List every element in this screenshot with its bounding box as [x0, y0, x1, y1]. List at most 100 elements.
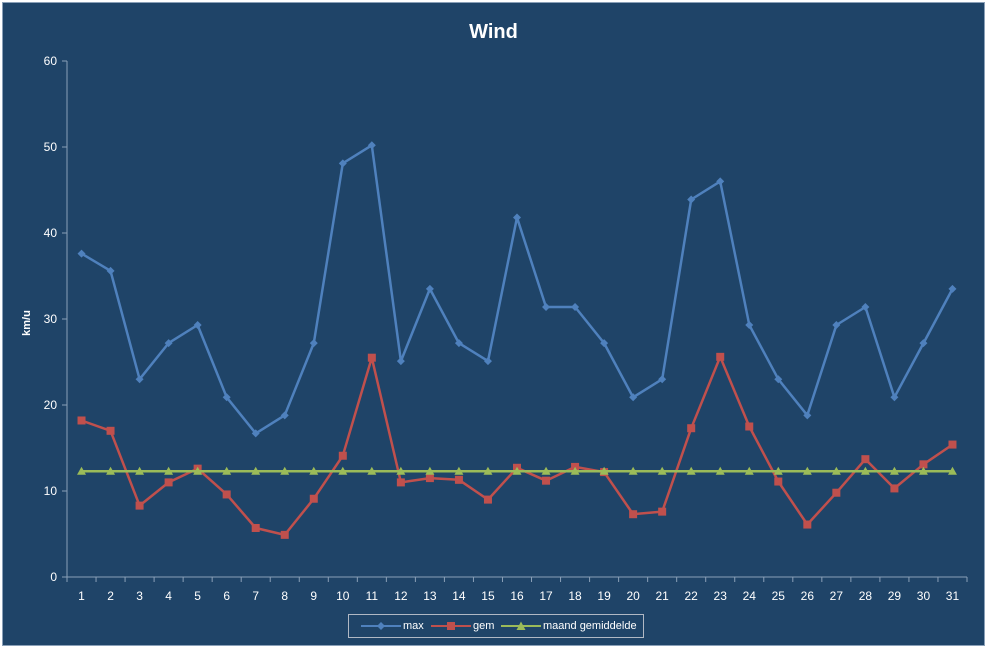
x-tick-label: 8 [281, 589, 288, 603]
data-point-gem [658, 507, 667, 516]
data-point-gem [222, 490, 231, 499]
data-point-maand-gemiddelde [483, 466, 493, 475]
x-tick-label: 4 [165, 589, 172, 603]
data-point-max [396, 357, 405, 366]
data-point-gem [542, 476, 551, 485]
data-point-max [658, 375, 667, 384]
x-tick-label: 21 [655, 589, 669, 603]
data-point-max [832, 321, 841, 330]
y-tick-label: 40 [44, 226, 58, 240]
data-point-gem [164, 478, 173, 487]
data-point-max [193, 321, 202, 330]
data-point-maand-gemiddelde [599, 466, 609, 475]
data-point-gem [77, 416, 86, 425]
data-point-gem [367, 353, 376, 362]
x-tick-label: 13 [423, 589, 437, 603]
data-point-maand-gemiddelde [309, 466, 319, 475]
data-point-gem [425, 474, 434, 483]
data-point-max [280, 411, 289, 420]
data-point-maand-gemiddelde [454, 466, 464, 475]
data-point-maand-gemiddelde [541, 466, 551, 475]
legend-item-gem: gem [429, 615, 494, 637]
x-tick-label: 23 [714, 589, 728, 603]
data-point-gem [135, 501, 144, 510]
data-point-maand-gemiddelde [947, 466, 957, 475]
data-point-max [309, 339, 318, 348]
chart-title: Wind [469, 21, 518, 43]
data-point-maand-gemiddelde [135, 466, 145, 475]
data-point-maand-gemiddelde [77, 466, 87, 475]
data-point-gem [106, 426, 115, 435]
data-point-max [77, 249, 86, 258]
y-tick-label: 0 [50, 570, 57, 584]
x-tick-label: 31 [946, 589, 960, 603]
data-point-max [454, 339, 463, 348]
series-line-max [80, 144, 954, 435]
x-tick-label: 30 [917, 589, 931, 603]
data-point-max [425, 284, 434, 293]
legend-item-max: max [359, 615, 424, 637]
x-tick-label: 17 [539, 589, 553, 603]
data-point-gem [280, 530, 289, 539]
data-point-gem [309, 494, 318, 503]
x-tick-label: 19 [597, 589, 611, 603]
data-point-max [542, 302, 551, 311]
data-point-maand-gemiddelde [164, 466, 174, 475]
x-tick-label: 29 [888, 589, 902, 603]
legend-marker-max [361, 622, 401, 630]
data-point-max [600, 339, 609, 348]
data-point-maand-gemiddelde [657, 466, 667, 475]
data-point-gem [745, 422, 754, 431]
x-tick-label: 14 [452, 589, 466, 603]
data-point-gem [716, 352, 725, 361]
y-tick-label: 30 [44, 312, 58, 326]
data-point-maand-gemiddelde [512, 466, 522, 475]
data-point-maand-gemiddelde [918, 466, 928, 475]
data-point-max [164, 339, 173, 348]
x-tick-label: 26 [801, 589, 815, 603]
data-point-gem [919, 460, 928, 469]
y-tick-label: 20 [44, 398, 58, 412]
x-tick-label: 10 [336, 589, 350, 603]
data-point-maand-gemiddelde [628, 466, 638, 475]
data-point-max [338, 159, 347, 168]
data-point-max [367, 141, 376, 150]
data-point-gem [832, 488, 841, 497]
data-point-max [251, 429, 260, 438]
x-tick-label: 1 [78, 589, 85, 603]
data-point-max [948, 284, 957, 293]
data-point-max [629, 393, 638, 402]
data-point-gem [774, 477, 783, 486]
data-point-max [774, 375, 783, 384]
data-point-max [745, 321, 754, 330]
y-tick-label: 10 [44, 484, 58, 498]
data-point-gem [803, 520, 812, 529]
data-point-maand-gemiddelde [367, 466, 377, 475]
x-tick-label: 24 [743, 589, 757, 603]
data-point-max [483, 357, 492, 366]
legend-marker-gem [431, 622, 471, 630]
x-tick-label: 2 [107, 589, 114, 603]
x-tick-label: 27 [830, 589, 844, 603]
data-point-maand-gemiddelde [686, 466, 696, 475]
legend-label-gem: gem [473, 620, 495, 632]
legend-label-maand-gemiddelde: maand gemiddelde [543, 620, 637, 632]
data-point-max [222, 393, 231, 402]
x-tick-label: 28 [859, 589, 873, 603]
series-line-gem [81, 355, 954, 537]
data-point-max [716, 177, 725, 186]
data-point-max [106, 266, 115, 275]
data-point-maand-gemiddelde [280, 466, 290, 475]
data-point-maand-gemiddelde [570, 466, 580, 475]
y-tick-label: 50 [44, 140, 58, 154]
data-point-max [571, 302, 580, 311]
data-point-maand-gemiddelde [106, 466, 116, 475]
data-point-max [919, 339, 928, 348]
legend: max gem maand gemiddelde [348, 614, 644, 638]
data-point-gem [251, 523, 260, 532]
data-point-maand-gemiddelde [193, 466, 203, 475]
data-point-maand-gemiddelde [831, 466, 841, 475]
data-point-gem [861, 455, 870, 464]
